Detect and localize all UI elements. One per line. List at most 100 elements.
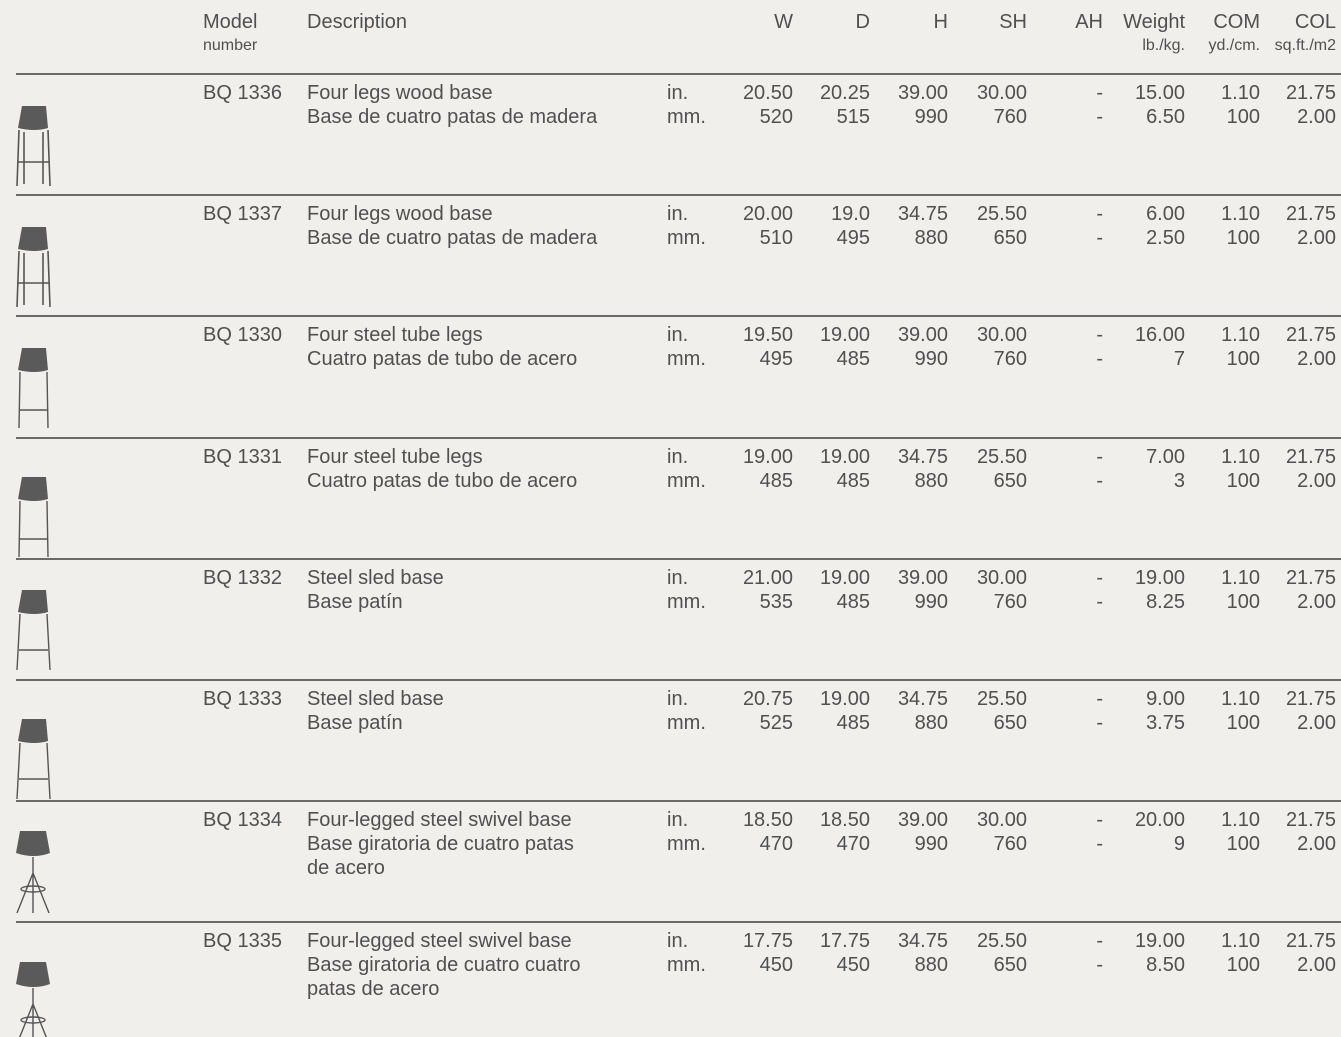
header-unit: lb./kg. <box>1142 37 1185 54</box>
description: Base de cuatro patas de madera <box>307 227 598 250</box>
header-column: AH <box>1075 11 1103 33</box>
header-unit: sq.ft./m2 <box>1274 37 1336 54</box>
value: 100 <box>1226 590 1260 613</box>
value: - <box>1096 688 1103 710</box>
value: - <box>1096 203 1103 226</box>
value: - <box>1096 590 1103 613</box>
value: - <box>1096 954 1103 977</box>
value: 9 <box>1173 833 1185 856</box>
value: 21.75 <box>1285 930 1336 953</box>
model-number: BQ 1334 <box>203 809 282 832</box>
value: 19.00 <box>1134 930 1185 953</box>
value: 19.00 <box>742 445 793 468</box>
value: 470 <box>836 833 870 856</box>
description: Four steel tube legs <box>307 324 483 347</box>
value: 21.75 <box>1285 445 1336 468</box>
value: - <box>1096 82 1103 104</box>
unit: in. <box>667 203 689 226</box>
value: 760 <box>993 833 1027 856</box>
value: 525 <box>759 712 793 734</box>
value: 21.75 <box>1285 809 1336 832</box>
value: 39.00 <box>897 82 948 104</box>
value: 100 <box>1226 469 1260 492</box>
value: 650 <box>993 227 1027 250</box>
unit: mm. <box>667 227 706 250</box>
value: 19.00 <box>819 688 870 710</box>
row-rule <box>16 679 1341 681</box>
value: 21.75 <box>1285 82 1336 104</box>
value: 515 <box>836 106 870 128</box>
value: 990 <box>914 348 948 371</box>
value: 16.00 <box>1134 324 1185 347</box>
value: - <box>1096 324 1103 347</box>
value: 20.75 <box>742 688 793 710</box>
value: - <box>1096 445 1103 468</box>
value: 1.10 <box>1221 809 1260 832</box>
unit: in. <box>667 566 689 589</box>
model-number: BQ 1330 <box>203 324 282 347</box>
row-rule <box>16 436 1341 439</box>
description: Cuatro patas de tubo de acero <box>307 348 578 371</box>
value: 30.00 <box>976 566 1027 589</box>
model-number: BQ 1333 <box>203 688 282 710</box>
unit: mm. <box>667 348 706 371</box>
value: - <box>1096 227 1103 250</box>
model-number: BQ 1331 <box>203 445 282 468</box>
description: Base giratoria de cuatro patas <box>307 833 574 856</box>
value: 485 <box>836 348 870 371</box>
value: 100 <box>1226 954 1260 977</box>
value: 520 <box>759 106 793 128</box>
unit: in. <box>667 688 689 710</box>
value: 20.50 <box>742 82 793 104</box>
value: 19.00 <box>819 445 870 468</box>
value: 2.00 <box>1297 106 1336 128</box>
value: 7 <box>1173 348 1185 371</box>
value: 25.50 <box>976 930 1027 953</box>
value: 25.50 <box>976 688 1027 710</box>
value: 485 <box>759 469 793 492</box>
value: 19.00 <box>819 566 870 589</box>
value: 9.00 <box>1146 688 1185 710</box>
description: patas de acero <box>307 978 440 1001</box>
header-column: COL <box>1294 11 1336 33</box>
description: Base giratoria de cuatro cuatro <box>307 954 581 977</box>
value: 21.75 <box>1285 688 1336 710</box>
value: 18.50 <box>819 809 870 832</box>
value: - <box>1096 566 1103 589</box>
description: Four-legged steel swivel base <box>307 809 572 832</box>
value: 34.75 <box>897 445 948 468</box>
unit: mm. <box>667 469 706 492</box>
header-model-sub: number <box>203 37 258 54</box>
value: 3 <box>1173 469 1185 492</box>
value: - <box>1096 712 1103 734</box>
value: 470 <box>759 833 793 856</box>
unit: mm. <box>667 590 706 613</box>
value: 7.00 <box>1146 445 1185 468</box>
row-rule <box>16 315 1341 318</box>
value: 1.10 <box>1221 203 1260 226</box>
value: 21.00 <box>742 566 793 589</box>
value: 18.50 <box>742 809 793 832</box>
value: 6.00 <box>1146 203 1185 226</box>
value: 2.00 <box>1297 348 1336 371</box>
value: 2.00 <box>1297 590 1336 613</box>
unit: in. <box>667 324 689 347</box>
unit: mm. <box>667 106 706 128</box>
value: 100 <box>1226 348 1260 371</box>
row-rule <box>16 557 1341 560</box>
value: 990 <box>914 833 948 856</box>
value: 2.50 <box>1146 227 1185 250</box>
value: 990 <box>914 106 948 128</box>
value: 21.75 <box>1285 324 1336 347</box>
value: 19.00 <box>819 324 870 347</box>
value: 450 <box>759 954 793 977</box>
row-rule <box>16 921 1341 924</box>
header-column: SH <box>999 11 1027 33</box>
value: 990 <box>914 590 948 613</box>
value: 1.10 <box>1221 566 1260 589</box>
value: 760 <box>993 590 1027 613</box>
value: 485 <box>836 469 870 492</box>
value: 39.00 <box>897 809 948 832</box>
header-column: Weight <box>1123 11 1185 33</box>
description: Four-legged steel swivel base <box>307 930 572 953</box>
